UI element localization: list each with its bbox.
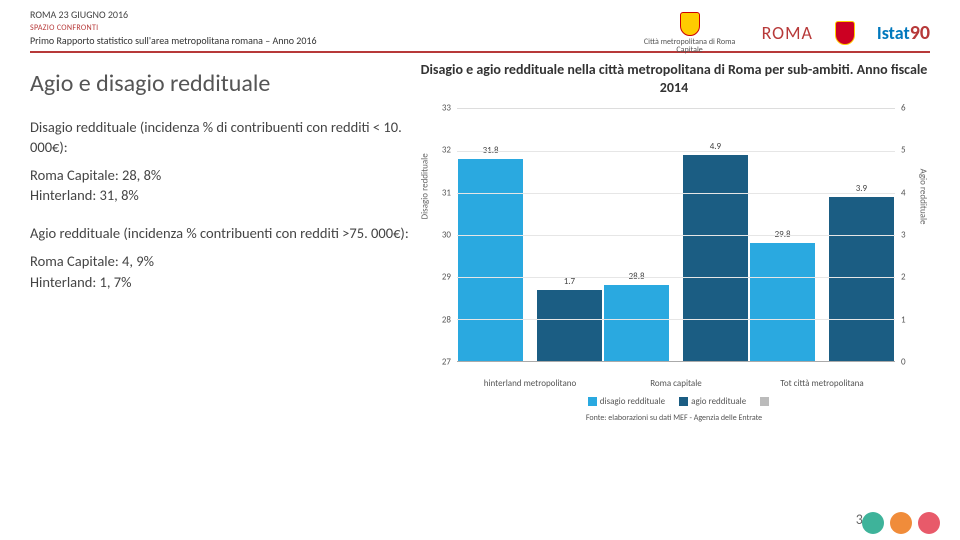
chart-bar: 29.8 [750,243,816,361]
logo-roma-shield [835,21,855,45]
logo-roma: ROMA [762,22,813,44]
logo-citta-metropolitana: Città metropolitana di Roma Capitale [640,12,740,54]
legend-swatch-1 [588,397,597,406]
disagio-stats: Roma Capitale: 28, 8% Hinterland: 31, 8% [30,165,410,206]
chart-source: Fonte: elaborazioni su dati MEF - Agenzi… [414,413,934,423]
logo-bar: Città metropolitana di Roma Capitale ROM… [640,12,930,54]
legend-label-2: agio reddituale [691,396,746,407]
disagio-hinterland: Hinterland: 31, 8% [30,185,410,205]
shield-icon [835,21,855,45]
footer-icon [862,512,884,534]
legend-swatch-2 [679,397,688,406]
agio-hinterland: Hinterland: 1, 7% [30,272,410,292]
y2-axis-title: Agio reddituale [918,169,929,225]
logo-roma-text: ROMA [762,22,813,44]
footer-icon [918,512,940,534]
agio-stats: Roma Capitale: 4, 9% Hinterland: 1, 7% [30,251,410,292]
chart-bar: 4.9 [683,155,749,361]
content-row: Agio e disagio reddituale Disagio reddit… [0,61,960,423]
chart-plot: 31.81.728.84.929.83.9 [457,108,895,362]
chart-panel: Disagio e agio reddituale nella città me… [414,61,934,423]
chart-legend: disagio reddituale agio reddituale [414,396,934,407]
chart-area: Disagio reddituale Agio reddituale 27282… [429,102,919,392]
agio-roma: Roma Capitale: 4, 9% [30,251,410,271]
logo-istat-90: 90 [910,21,930,45]
page-title: Agio e disagio reddituale [30,69,410,98]
agio-heading: Agio reddituale (incidenza % contribuent… [30,224,410,244]
legend-swatch-3 [760,397,769,406]
legend-label-1: disagio reddituale [600,396,665,407]
logo-istat: Istat90 [877,21,930,45]
disagio-roma: Roma Capitale: 28, 8% [30,165,410,185]
left-panel: Agio e disagio reddituale Disagio reddit… [20,61,410,423]
shield-icon [680,12,700,36]
logo-istat-text: Istat [877,22,910,44]
logo-citta-label: Città metropolitana di Roma Capitale [640,38,740,54]
chart-title: Disagio e agio reddituale nella città me… [414,61,934,96]
chart-bar: 31.8 [458,159,524,361]
chart-bar: 1.7 [537,290,603,361]
footer-icons [862,512,940,534]
chart-bar: 3.9 [829,197,895,361]
disagio-heading: Disagio reddituale (incidenza % di contr… [30,118,410,157]
footer-icon [890,512,912,534]
y2-axis-labels: 0123456 [899,108,919,362]
y1-axis-labels: 27282930313233 [429,108,453,362]
chart-bar: 28.8 [604,285,670,361]
